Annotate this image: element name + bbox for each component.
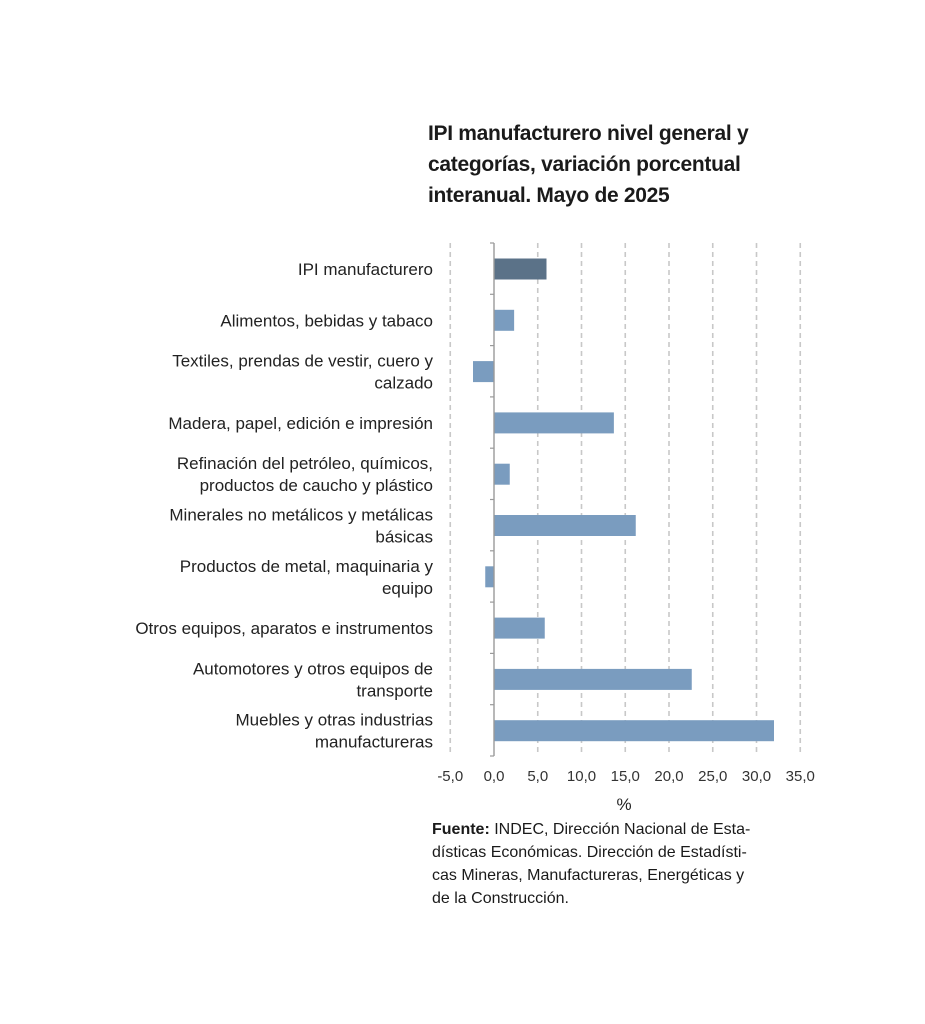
- category-label: productos de caucho y plástico: [200, 476, 433, 495]
- category-label: Alimentos, bebidas y tabaco: [220, 311, 433, 330]
- bars: [473, 258, 774, 742]
- category-label: Muebles y otras industrias: [236, 711, 433, 730]
- x-tick-label: 5,0: [527, 768, 548, 785]
- bar: [494, 617, 545, 639]
- x-tick-label: 25,0: [698, 768, 727, 785]
- category-label: Productos de metal, maquinaria y: [180, 557, 434, 576]
- category-label: IPI manufacturero: [298, 260, 433, 279]
- source-line: de la Construcción.: [432, 890, 569, 907]
- bar: [494, 668, 692, 690]
- source-line: INDEC, Dirección Nacional de Esta-: [489, 821, 751, 838]
- chart-title-line: IPI manufacturero nivel general y: [428, 122, 749, 145]
- category-label: Textiles, prendas de vestir, cuero y: [172, 352, 433, 371]
- category-label: transporte: [356, 681, 433, 700]
- source-line: cas Mineras, Manufactureras, Energéticas…: [432, 867, 745, 884]
- category-label: Refinación del petróleo, químicos,: [177, 454, 433, 473]
- bar: [494, 515, 636, 536]
- chart-title: IPI manufacturero nivel general y catego…: [428, 118, 788, 211]
- x-tick-label: 30,0: [742, 768, 771, 785]
- source-label: Fuente:: [432, 821, 490, 838]
- source-line: dísticas Económicas. Dirección de Estadí…: [432, 844, 747, 861]
- chart-title-line: interanual. Mayo de 2025: [428, 184, 670, 207]
- category-label: Madera, papel, edición e impresión: [168, 414, 433, 433]
- x-tick-labels: -5,0 0,0 5,0 10,0 15,0 20,0 25,0 30,0 35,0: [437, 768, 815, 785]
- x-tick-label: 35,0: [786, 768, 815, 785]
- x-tick-label: 15,0: [611, 768, 640, 785]
- x-tick-label: 20,0: [654, 768, 683, 785]
- category-label: manufactureras: [315, 733, 433, 752]
- x-axis-label: %: [616, 795, 631, 814]
- x-tick-label: 0,0: [484, 768, 505, 785]
- bar: [473, 361, 494, 383]
- source-note: Fuente: INDEC, Dirección Nacional de Est…: [432, 818, 812, 910]
- bar: [485, 566, 494, 588]
- bar: [494, 720, 774, 742]
- category-label: Minerales no metálicos y metálicas: [169, 506, 433, 525]
- x-tick-label: 10,0: [567, 768, 596, 785]
- bar: [494, 258, 547, 280]
- category-label: Otros equipos, aparatos e instrumentos: [135, 619, 433, 638]
- zero-axis: [490, 242, 495, 757]
- category-label: calzado: [374, 374, 433, 393]
- category-label: Automotores y otros equipos de: [193, 659, 433, 678]
- category-label: equipo: [382, 579, 433, 598]
- bar: [494, 309, 515, 331]
- bar: [494, 412, 614, 434]
- category-labels: IPI manufacturero Alimentos, bebidas y ta…: [135, 260, 433, 752]
- bar: [494, 463, 510, 485]
- x-tick-label: -5,0: [437, 768, 463, 785]
- chart-title-line: categorías, variación porcentual: [428, 153, 741, 176]
- category-label: básicas: [375, 528, 433, 547]
